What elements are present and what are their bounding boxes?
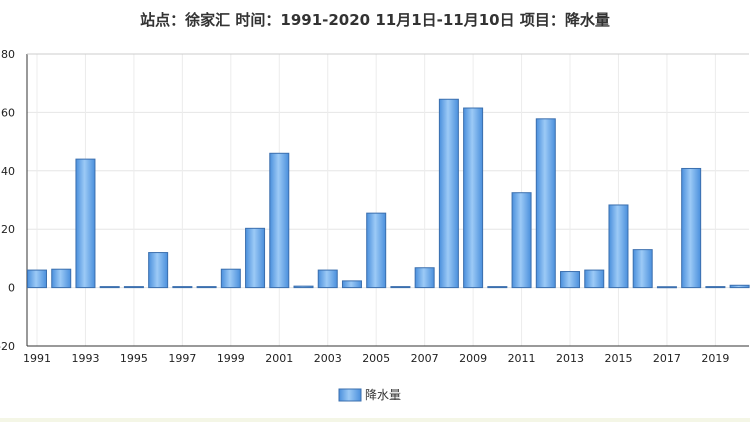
x-tick-label: 1999 — [217, 352, 245, 365]
bar — [632, 249, 653, 289]
plot-background — [27, 54, 749, 346]
bar — [99, 286, 120, 289]
bar — [487, 286, 508, 289]
bar — [269, 152, 290, 289]
bar — [317, 269, 338, 289]
bar — [560, 271, 581, 289]
bar — [123, 286, 144, 289]
chart-title: 站点：徐家汇 时间：1991-2020 11月1日-11月10日 项目：降水量 — [140, 11, 610, 29]
bar — [681, 167, 702, 289]
bar — [245, 227, 266, 289]
bar — [293, 285, 314, 289]
x-tick-label: 2007 — [411, 352, 439, 365]
y-tick-label: 40 — [1, 165, 15, 178]
bar — [196, 286, 217, 289]
y-tick-label: 60 — [1, 106, 15, 119]
bar — [438, 98, 459, 289]
bar — [341, 280, 362, 289]
x-tick-label: 2011 — [508, 352, 536, 365]
bar — [172, 286, 193, 289]
x-tick-label: 2017 — [653, 352, 681, 365]
bar — [148, 252, 169, 289]
bar — [366, 212, 387, 289]
x-tick-label: 2013 — [556, 352, 584, 365]
bar — [220, 268, 241, 289]
bar — [535, 118, 556, 289]
y-tick-label: 0 — [8, 282, 15, 295]
x-tick-label: 2003 — [314, 352, 342, 365]
plot-area: -20 0 20 40 60 80 1991 1993 1995 1997 1999 2001 2003… — [0, 48, 750, 365]
bar — [511, 192, 532, 289]
footer-band — [0, 418, 750, 422]
x-tick-label: 2005 — [362, 352, 390, 365]
x-tick-label: 1991 — [23, 352, 51, 365]
bar — [608, 204, 629, 289]
x-tick-label: 1997 — [168, 352, 196, 365]
x-tick-label: 2015 — [604, 352, 632, 365]
bar — [584, 269, 605, 289]
bar — [414, 267, 435, 289]
bar — [75, 158, 96, 289]
bar — [705, 286, 726, 289]
legend: 降水量 — [338, 388, 401, 402]
bar — [51, 268, 72, 289]
x-tick-label: 2001 — [265, 352, 293, 365]
bar — [656, 286, 677, 289]
bar — [390, 286, 411, 289]
y-tick-label: 20 — [1, 223, 15, 236]
bar — [729, 284, 750, 289]
bar — [463, 107, 484, 289]
y-tick-label: -20 — [0, 340, 15, 353]
y-tick-label: 80 — [1, 48, 15, 61]
x-tick-label: 2009 — [459, 352, 487, 365]
x-tick-label: 1995 — [120, 352, 148, 365]
x-tick-label: 2019 — [701, 352, 729, 365]
legend-swatch — [338, 388, 362, 402]
x-tick-label: 1993 — [71, 352, 99, 365]
legend-label: 降水量 — [365, 388, 401, 402]
bar — [27, 269, 47, 289]
